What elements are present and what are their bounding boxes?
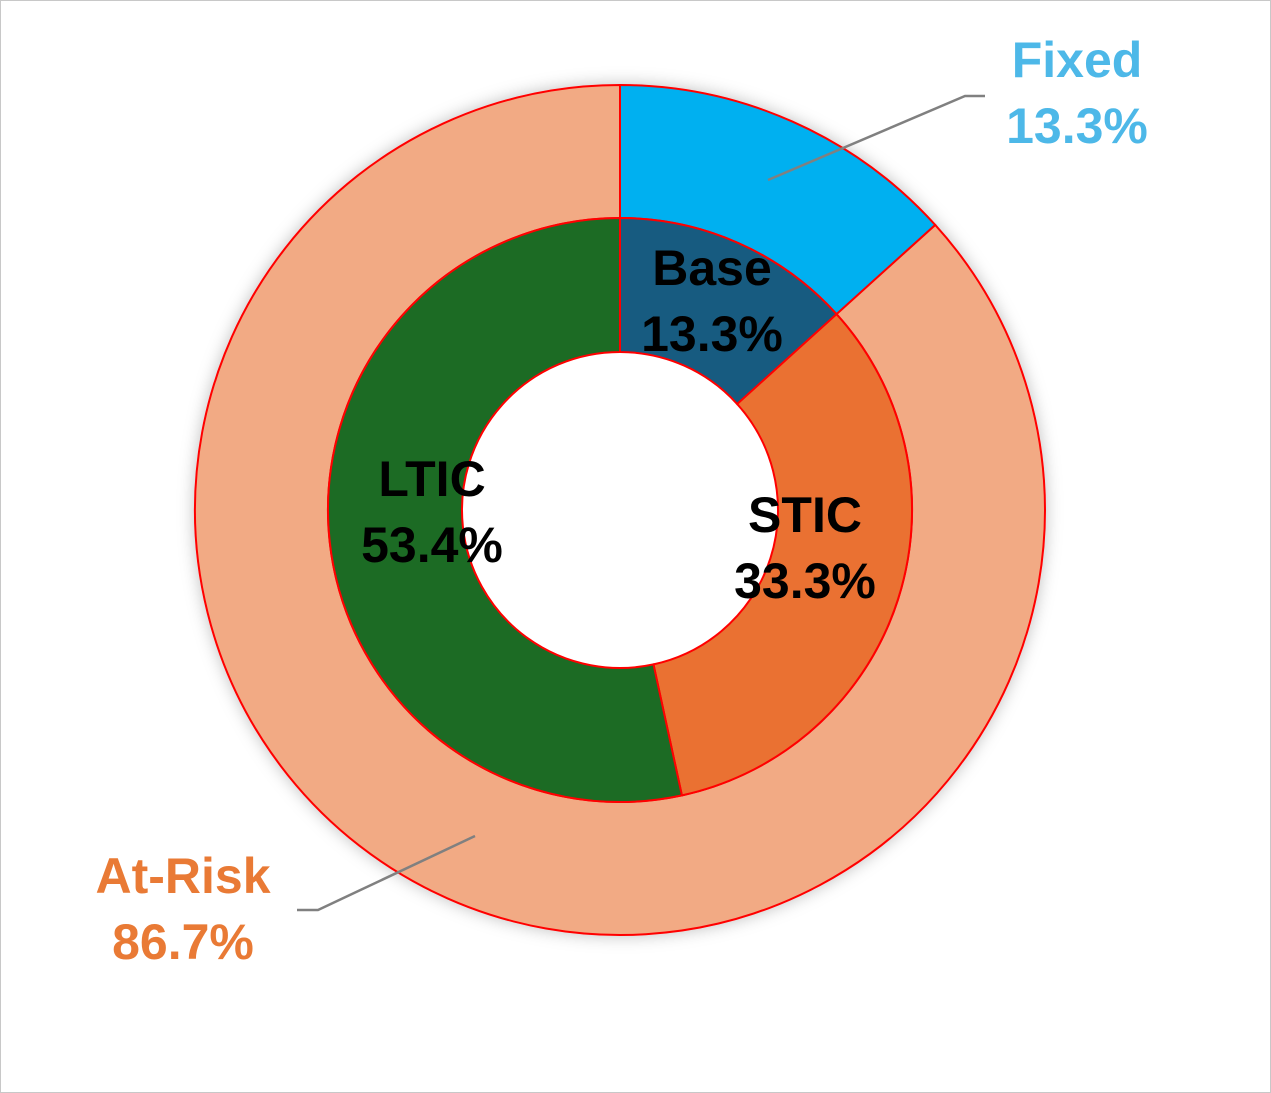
slice-ltic [327, 216, 684, 803]
data-labels: Base 13.3% STIC 33.3% LTIC 53.4% Fixed 13.3% At-… [95, 32, 1147, 970]
data-label-at-risk: At-Risk 86.7% [95, 848, 270, 970]
data-label-base: Base 13.3% [641, 240, 783, 362]
data-label-stic: STIC 33.3% [734, 487, 876, 609]
leader-line-fixed [767, 94, 985, 182]
inner-ring [327, 216, 913, 803]
outer-ring [194, 83, 1046, 936]
leader-lines [297, 94, 985, 912]
slice-stic [652, 312, 913, 797]
leader-line-at-risk [297, 834, 476, 912]
slice-base [619, 216, 839, 406]
data-label-fixed: Fixed 13.3% [1006, 32, 1148, 154]
data-label-ltic: LTIC 53.4% [361, 451, 503, 573]
